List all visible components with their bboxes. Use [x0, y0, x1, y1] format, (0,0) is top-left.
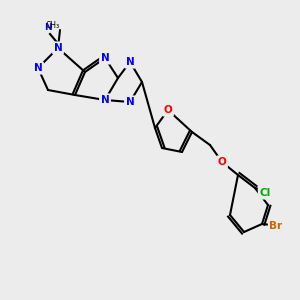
Text: CH₃: CH₃ [46, 21, 60, 30]
Text: O: O [164, 105, 172, 115]
Text: O: O [218, 157, 226, 167]
Text: N: N [100, 53, 109, 63]
Text: N: N [100, 95, 109, 105]
Text: N: N [126, 97, 134, 107]
Text: Cl: Cl [260, 188, 271, 198]
Text: N: N [34, 63, 42, 73]
Text: N: N [126, 57, 134, 67]
Text: Br: Br [269, 221, 283, 231]
Text: N: N [54, 43, 62, 53]
Text: N: N [44, 23, 52, 32]
